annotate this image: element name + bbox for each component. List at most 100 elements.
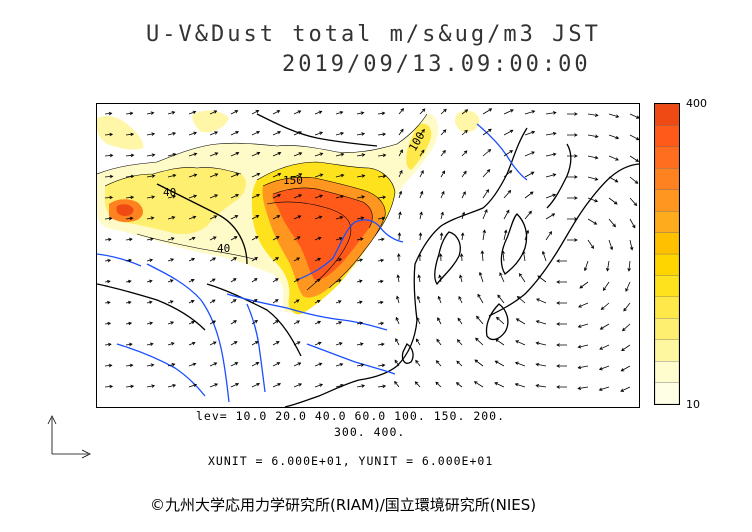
wind-vector [629,155,639,162]
wind-vector [418,232,423,241]
wind-vector [188,110,197,115]
wind-vector [314,215,323,220]
wind-vector [251,236,259,241]
wind-vector [146,321,154,325]
wind-vector [456,339,463,346]
wind-vector [272,194,282,199]
wind-vector [398,211,402,220]
wind-vector [293,320,301,325]
wind-vector [314,341,322,346]
wind-vector [125,195,135,200]
wind-vector [293,257,301,262]
wind-vector [125,111,134,116]
contour-label-40b: 40 [217,242,230,255]
wind-vector [167,321,175,325]
wind-vector [482,108,493,115]
wind-vector [335,152,345,157]
map-canvas: 40 150 40 100 [97,107,639,407]
wind-vector [104,300,111,305]
wind-vector [272,215,281,220]
wind-vector [545,152,557,157]
wind-vector [167,173,177,178]
wind-vector [125,132,135,137]
wind-vector [474,359,484,367]
legend-swatch [654,339,680,362]
wind-vector [314,173,324,178]
wind-vector [608,239,614,251]
wind-vector [459,253,464,262]
wind-vector [356,384,366,388]
wind-vector [458,295,463,304]
wind-vector [377,174,387,179]
wind-vector [494,360,505,367]
wind-vector [524,171,535,178]
wind-vector [314,278,321,283]
wind-vector [335,131,345,136]
wind-vector [356,279,363,283]
wind-vector [482,148,492,157]
wind-vector [230,278,237,283]
wind-vector [188,152,198,157]
wind-vector [377,384,387,389]
wind-vector [167,258,175,262]
wind-vector [125,174,135,179]
wind-vector [396,274,401,283]
wind-vector [167,383,177,388]
wind-vector [455,382,463,388]
wind-vector [545,131,557,136]
wind-vector [251,320,259,325]
wind-vector [251,382,261,388]
wind-vector [577,344,589,349]
wind-vector [477,293,484,304]
wind-vector [583,260,589,272]
wind-vector [457,317,463,325]
legend-swatch [654,296,680,319]
wind-vector [293,215,302,220]
wind-vector [251,362,260,367]
wind-vector [335,258,343,262]
wind-vector [503,109,514,115]
wind-vector [356,237,364,241]
wind-vector [125,279,132,284]
wind-vector [230,341,238,346]
wind-vector [251,299,258,304]
wind-vector [398,169,403,178]
wind-vector [167,300,174,304]
wind-vector [251,257,259,262]
wind-vector [356,258,364,262]
wind-vector [461,129,468,136]
wind-vector [475,337,484,346]
wind-vector [602,281,610,292]
wind-vector [167,131,177,136]
wind-vector [537,275,547,283]
wind-vector [524,130,536,136]
wind-vector [209,278,216,283]
wind-vector [503,209,510,220]
wind-vector [335,173,345,178]
wind-vector [515,318,526,325]
wind-vector [415,359,421,367]
wind-vector [515,340,526,346]
wind-vector [146,111,155,115]
wind-vector [437,295,442,304]
map-timestamp: 2019/09/13.09:00:00 [282,52,591,77]
wind-vector [629,239,634,251]
wind-vector [104,174,114,179]
wind-vector [621,344,631,352]
legend-swatch [654,189,680,212]
wind-vector [209,215,218,220]
wind-vector [587,218,598,225]
wind-vector [167,152,177,157]
wind-vector [587,155,599,160]
wind-vector [293,278,300,283]
wind-vector [478,271,484,283]
wind-vector [396,295,400,304]
wind-vector [398,128,404,136]
wind-vector [377,132,387,137]
wind-vector [230,362,239,367]
wind-vector [104,363,113,368]
wind-vector [272,299,279,304]
wind-vector [230,151,240,157]
wind-vector [545,230,553,241]
wind-vector [598,365,610,371]
